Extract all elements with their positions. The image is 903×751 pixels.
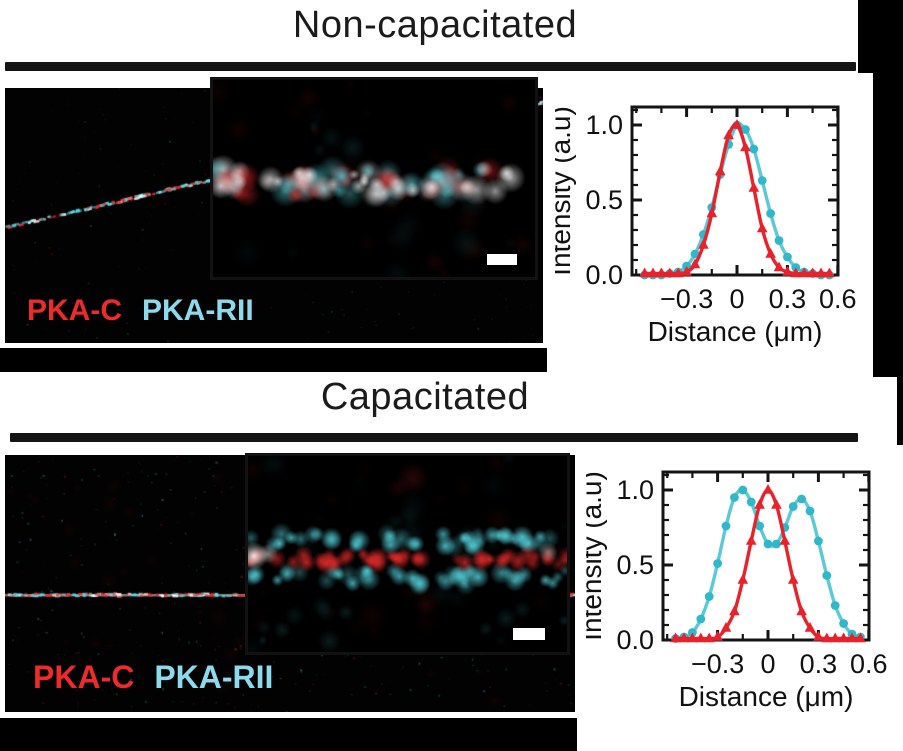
- svg-text:−0.3: −0.3: [660, 284, 713, 314]
- scale-bar: [487, 254, 517, 265]
- svg-text:0: 0: [729, 284, 744, 314]
- scale-bar: [513, 628, 545, 640]
- svg-text:1.0: 1.0: [616, 475, 654, 505]
- svg-text:1.0: 1.0: [585, 110, 623, 140]
- background-black-bar: [897, 377, 903, 445]
- channel-labels: PKA-C PKA-RII: [27, 294, 254, 328]
- channel-labels: PKA-C PKA-RII: [33, 659, 273, 696]
- intensity-plot-noncapacitated: −0.3 0 0.3 0.6 0.0 0.5 1.0 Distance (μm) Intensi…: [555, 105, 857, 347]
- svg-text:0: 0: [760, 649, 775, 679]
- svg-text:Distance (μm): Distance (μm): [648, 316, 823, 347]
- pka-c-label: PKA-C: [27, 294, 122, 327]
- section-title-capacitated: Capacitated: [320, 376, 530, 418]
- svg-text:0.0: 0.0: [585, 260, 623, 290]
- section-divider-rule: [10, 433, 858, 442]
- svg-text:Distance (μm): Distance (μm): [679, 681, 854, 712]
- zoom-inset-noncapacitated: [210, 77, 538, 280]
- section-divider-rule: [5, 62, 856, 71]
- intensity-plot-capacitated: −0.3 0 0.3 0.6 0.0 0.5 1.0 Distance (μm) Intensi…: [586, 470, 888, 712]
- svg-text:0.5: 0.5: [616, 550, 654, 580]
- flagellum-closeup: [213, 80, 535, 277]
- background-black-bar: [0, 718, 577, 751]
- zoom-inset-capacitated: [245, 453, 570, 655]
- svg-text:0.3: 0.3: [800, 649, 838, 679]
- svg-text:−0.3: −0.3: [691, 649, 744, 679]
- svg-text:0.5: 0.5: [585, 185, 623, 215]
- svg-text:Intensity (a.u): Intensity (a.u): [586, 471, 607, 641]
- svg-text:0.0: 0.0: [616, 625, 654, 655]
- pka-rii-label: PKA-RII: [142, 294, 254, 327]
- background-black-bar: [0, 348, 547, 372]
- svg-text:0.6: 0.6: [819, 284, 857, 314]
- svg-text:0.6: 0.6: [850, 649, 888, 679]
- svg-text:0.3: 0.3: [769, 284, 807, 314]
- svg-text:Intensity (a.u): Intensity (a.u): [555, 106, 576, 276]
- background-black-bar: [873, 72, 903, 377]
- flagellum-closeup: [248, 456, 567, 652]
- pka-c-label: PKA-C: [33, 659, 135, 695]
- pka-rii-label: PKA-RII: [154, 659, 274, 695]
- section-title-noncapacitated: Non-capacitated: [292, 4, 578, 46]
- background-black-bar: [858, 0, 903, 73]
